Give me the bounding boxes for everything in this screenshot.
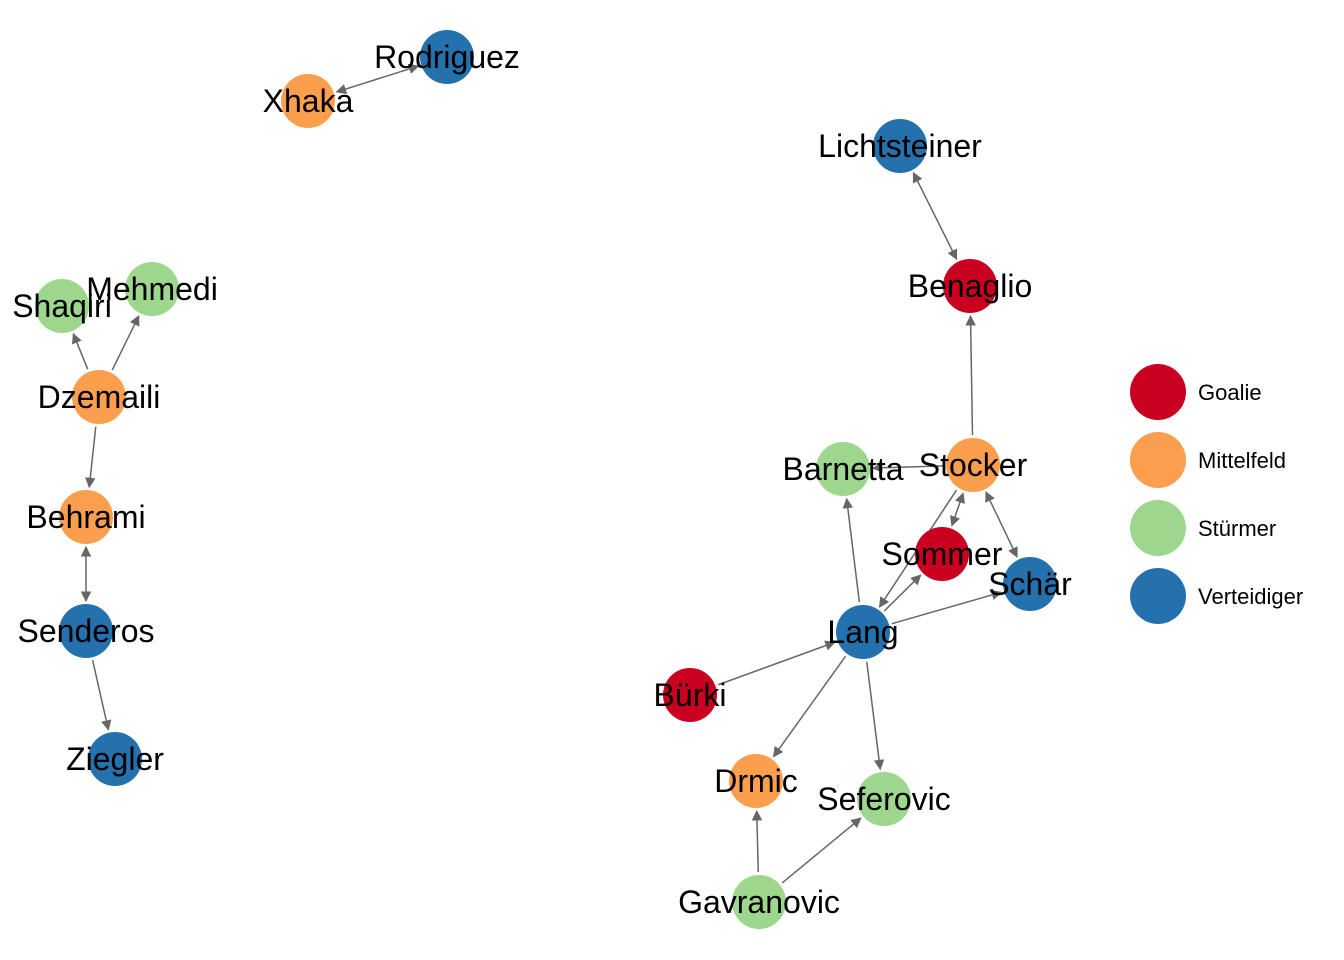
node-label-schaer: Schär [988, 566, 1072, 602]
node-label-seferovic: Seferovic [817, 781, 950, 817]
node-label-benaglio: Benaglio [908, 268, 1033, 304]
node-mehmedi [125, 262, 179, 316]
legend-label-verteidiger: Verteidiger [1198, 584, 1303, 609]
node-xhaka [281, 74, 335, 128]
node-label-shaqiri: Shaqiri [12, 288, 112, 324]
edge-stocker-benaglio [965, 314, 976, 436]
node-label-lang: Lang [827, 614, 898, 650]
edge-stocker-barnetta [871, 462, 944, 474]
node-label-drmic: Drmic [714, 763, 798, 799]
node-dzemaili [72, 370, 126, 424]
edge-lang-sommer [883, 574, 922, 612]
node-label-buerki: Bürki [654, 677, 727, 713]
node-benaglio [943, 259, 997, 313]
edge-lang-drmic [772, 655, 847, 758]
node-lang [836, 605, 890, 659]
legend: Goalie Mittelfeld Stürmer Verteidiger [1130, 364, 1303, 624]
node-ziegler [88, 732, 142, 786]
edge-lang-seferovic [865, 661, 885, 771]
node-rodriguez [420, 30, 474, 84]
node-label-barnetta: Barnetta [783, 451, 904, 487]
node-label-stocker: Stocker [919, 447, 1028, 483]
edge-lang-schaer [891, 589, 1003, 625]
node-behrami [59, 490, 113, 544]
node-label-behrami: Behrami [26, 499, 145, 535]
legend-label-stuermer: Stürmer [1198, 516, 1276, 541]
edge-dzemaili-behrami [85, 426, 97, 489]
node-label-rodriguez: Rodriguez [374, 39, 520, 75]
legend-label-goalie: Goalie [1198, 380, 1262, 405]
edge-dzemaili-shaqiri [71, 332, 89, 370]
node-sommer [915, 527, 969, 581]
nodes [35, 30, 1057, 929]
node-schaer [1003, 557, 1057, 611]
edge-dzemaili-mehmedi [111, 314, 140, 371]
node-shaqiri [35, 279, 89, 333]
edge-gavranovic-drmic [751, 809, 763, 873]
node-label-dzemaili: Dzemaili [38, 379, 161, 415]
legend-swatch-goalie [1130, 364, 1186, 420]
edge-stocker-schaer [985, 491, 1018, 558]
node-label-senderos: Senderos [18, 613, 155, 649]
legend-swatch-mittelfeld [1130, 432, 1186, 488]
edge-buerki-lang [717, 640, 836, 686]
node-label-mehmedi: Mehmedi [86, 271, 218, 307]
edge-lang-barnetta [842, 497, 861, 603]
node-senderos [59, 604, 113, 658]
edge-xhaka-rodriguez [335, 63, 420, 95]
node-label-lichtsteiner: Lichtsteiner [818, 128, 982, 164]
legend-label-mittelfeld: Mittelfeld [1198, 448, 1286, 473]
legend-swatch-verteidiger [1130, 568, 1186, 624]
legend-swatch-stuermer [1130, 500, 1186, 556]
node-label-xhaka: Xhaka [263, 83, 354, 119]
node-label-gavranovic: Gavranovic [678, 884, 840, 920]
edge-gavranovic-seferovic [781, 817, 862, 884]
node-gavranovic [732, 875, 786, 929]
edges [71, 63, 1018, 884]
edge-stocker-sommer [950, 492, 965, 527]
node-lichtsteiner [873, 119, 927, 173]
edge-lichtsteiner-benaglio [912, 171, 958, 261]
node-barnetta [816, 442, 870, 496]
node-label-sommer: Sommer [882, 536, 1003, 572]
node-labels: Rodriguez Xhaka Lichtsteiner Benaglio Shaqir… [12, 39, 1072, 920]
node-buerki [663, 668, 717, 722]
node-seferovic [857, 772, 911, 826]
edge-senderos-ziegler [91, 660, 112, 731]
node-stocker [946, 438, 1000, 492]
node-drmic [729, 754, 783, 808]
node-label-ziegler: Ziegler [66, 741, 164, 777]
